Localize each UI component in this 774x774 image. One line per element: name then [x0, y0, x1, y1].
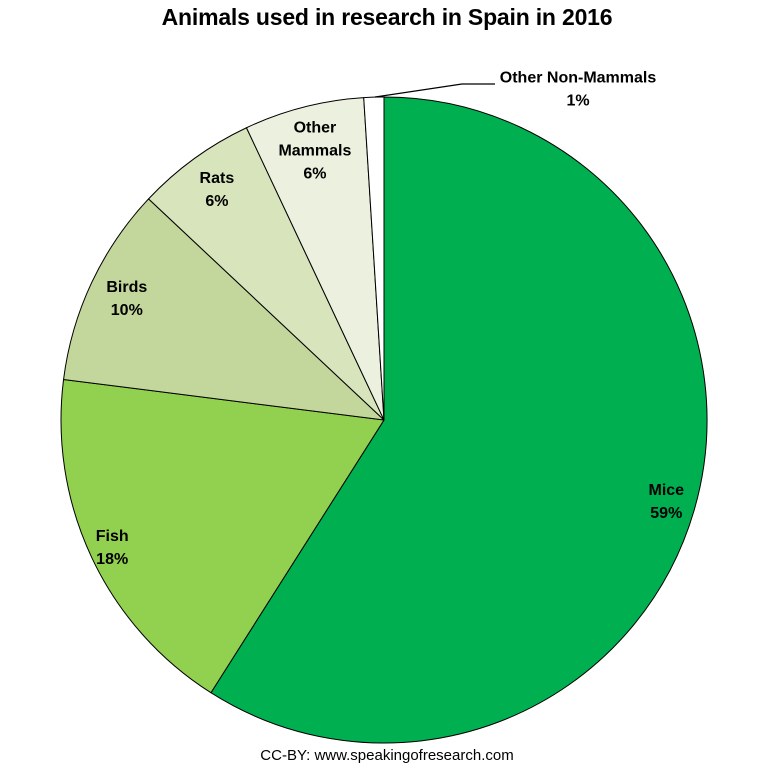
- pie-leader-lines-group: [374, 83, 495, 98]
- pie-slice-mice: [210, 96, 708, 744]
- pie-label-birds: Birds 10%: [106, 279, 147, 319]
- pie-slices-group: [60, 96, 708, 744]
- pie-label-line: Mice: [649, 482, 685, 499]
- pie-label-line: Rats: [200, 170, 235, 187]
- pie-labels-group: Mice 59% Fish 18% Birds 10% Rats 6% Other Mammals…: [96, 70, 684, 568]
- pie-label-other-mammals: Other Mammals 6%: [278, 119, 351, 182]
- pie-label-line: Birds: [106, 279, 147, 296]
- pie-slice-rats: [148, 127, 385, 421]
- pie-label-line: 59%: [650, 505, 682, 522]
- pie-slice-other-non-mammals: [363, 96, 385, 421]
- pie-slice-birds: [63, 198, 385, 421]
- pie-label-line: Mammals: [278, 142, 351, 159]
- pie-label-line: 18%: [96, 551, 128, 568]
- attribution-text: CC-BY: www.speakingofresearch.com: [260, 747, 514, 764]
- pie-label-other-non-mammals: Other Non-Mammals 1%: [500, 70, 657, 110]
- pie-label-rats: Rats 6%: [200, 170, 235, 210]
- pie-slice-other-mammals: [245, 97, 385, 421]
- leader-line-other-non-mammals: [374, 83, 495, 98]
- pie-label-mice: Mice 59%: [649, 482, 685, 522]
- pie-label-fish: Fish 18%: [96, 528, 129, 568]
- pie-label-line: 10%: [111, 302, 143, 319]
- chart-title: Animals used in research in Spain in 201…: [161, 4, 613, 30]
- pie-label-line: 6%: [303, 165, 326, 182]
- pie-label-line: 6%: [205, 193, 228, 210]
- pie-label-line: 1%: [566, 93, 589, 110]
- pie-label-line: Other: [294, 119, 337, 136]
- pie-label-line: Other Non-Mammals: [500, 70, 657, 87]
- pie-label-line: Fish: [96, 528, 129, 545]
- pie-slice-fish: [60, 379, 385, 694]
